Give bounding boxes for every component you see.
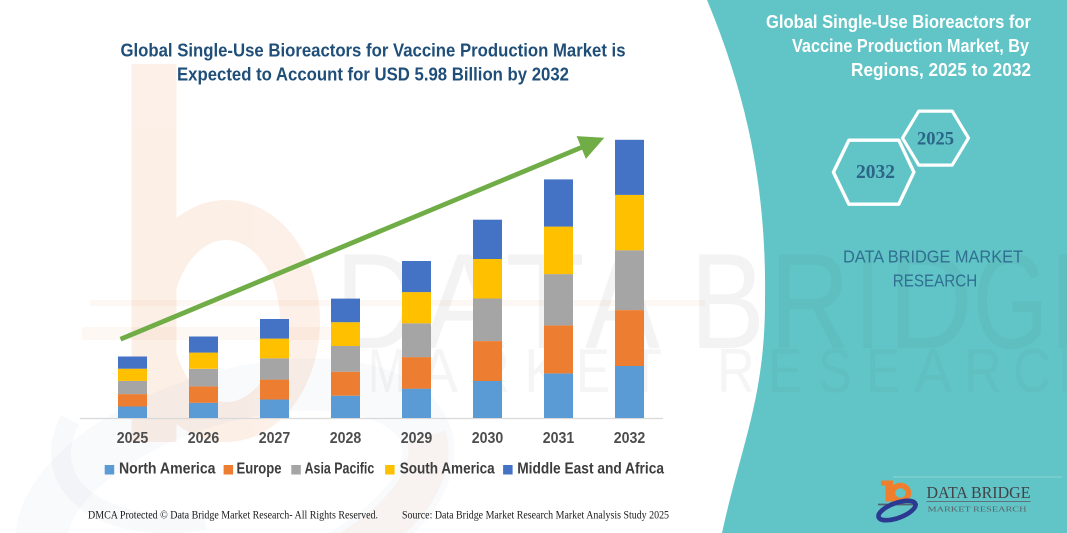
svg-text:2031: 2031 <box>543 430 575 447</box>
svg-text:2030: 2030 <box>472 430 504 447</box>
svg-text:2025: 2025 <box>917 129 954 150</box>
svg-text:MARKET RESEARCH: MARKET RESEARCH <box>928 506 1027 514</box>
svg-text:2029: 2029 <box>401 430 433 447</box>
svg-text:Europe: Europe <box>237 461 282 478</box>
svg-text:2032: 2032 <box>856 161 895 183</box>
svg-text:DATA BRIDGE: DATA BRIDGE <box>927 483 1031 502</box>
svg-text:Middle East and Africa: Middle East and Africa <box>517 461 664 478</box>
svg-text:2027: 2027 <box>259 430 291 447</box>
svg-text:Global Single-Use Bioreactors: Global Single-Use Bioreactors for Vaccin… <box>121 39 626 60</box>
svg-text:Expected to Account for USD 5.: Expected to Account for USD 5.98 Billion… <box>177 63 569 84</box>
svg-text:South America: South America <box>400 461 495 478</box>
svg-text:S: S <box>818 337 852 406</box>
svg-text:C: C <box>1013 337 1051 406</box>
svg-text:DMCA Protected © Data Bridge M: DMCA Protected © Data Bridge Market Rese… <box>88 508 378 522</box>
svg-text:M: M <box>368 337 406 406</box>
svg-text:DATA BRIDGE MARKET: DATA BRIDGE MARKET <box>843 246 1023 266</box>
svg-text:R: R <box>964 337 1002 406</box>
svg-text:Global Single-Use Bioreactors: Global Single-Use Bioreactors for <box>766 11 1031 32</box>
svg-text:Vaccine Production Market, By: Vaccine Production Market, By <box>792 35 1030 56</box>
svg-text:RESEARCH: RESEARCH <box>893 270 978 290</box>
svg-text:Regions, 2025 to 2032: Regions, 2025 to 2032 <box>851 59 1031 80</box>
svg-text:2026: 2026 <box>188 430 220 447</box>
svg-text:2028: 2028 <box>330 430 362 447</box>
svg-text:2025: 2025 <box>117 430 149 447</box>
svg-text:E: E <box>768 337 802 406</box>
svg-text:A: A <box>914 337 953 406</box>
svg-text:E: E <box>866 337 900 406</box>
svg-text:H: H <box>1058 337 1067 406</box>
svg-text:B: B <box>690 225 765 377</box>
svg-text:Asia Pacific: Asia Pacific <box>305 461 375 478</box>
svg-text:2032: 2032 <box>614 430 646 447</box>
svg-text:R: R <box>717 337 755 406</box>
svg-text:E: E <box>576 337 610 406</box>
svg-text:North America: North America <box>119 461 216 478</box>
svg-text:Source: Data Bridge Market Res: Source: Data Bridge Market Research Mark… <box>402 508 669 522</box>
